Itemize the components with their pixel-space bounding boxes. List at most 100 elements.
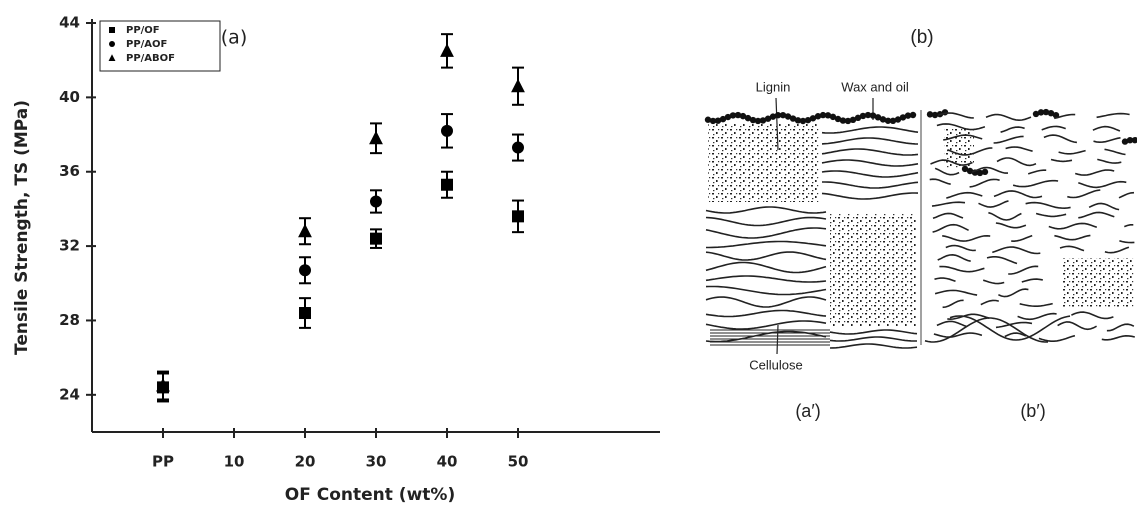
fiber xyxy=(938,255,971,261)
annotation: Lignin xyxy=(756,79,791,94)
x-tick-label: 40 xyxy=(437,453,458,471)
fiber xyxy=(706,311,826,317)
fiber xyxy=(830,337,917,341)
fiber xyxy=(998,289,1028,297)
fiber xyxy=(822,127,918,133)
fiber xyxy=(950,316,1070,340)
fiber xyxy=(1054,235,1090,239)
marker xyxy=(370,233,382,245)
scatter-chart: 242832364044PP1020304050OF Content (wt%)… xyxy=(12,14,660,506)
wax-blob xyxy=(910,112,916,118)
fiber xyxy=(822,193,918,199)
fiber xyxy=(1044,135,1077,142)
fiber xyxy=(822,138,918,144)
marker xyxy=(441,179,453,191)
fiber xyxy=(994,191,1042,198)
legend-label: PP/OF xyxy=(126,25,160,36)
fiber xyxy=(1067,190,1100,198)
fiber xyxy=(942,236,990,241)
fiber xyxy=(946,193,982,198)
fiber xyxy=(986,115,1031,121)
legend-label: PP/ABOF xyxy=(126,53,175,64)
fiber xyxy=(1011,236,1032,242)
fiber xyxy=(939,267,984,272)
fiber xyxy=(1001,127,1025,132)
y-tick-label: 28 xyxy=(59,311,80,329)
annotation: Wax and oil xyxy=(841,79,909,94)
fiber xyxy=(1039,336,1075,342)
panel-label: (a) xyxy=(221,27,247,49)
fiber xyxy=(1058,322,1097,329)
fiber xyxy=(997,158,1036,165)
fiber xyxy=(1094,138,1121,142)
x-tick-label: 50 xyxy=(508,453,529,471)
y-tick-label: 24 xyxy=(59,385,80,403)
fiber xyxy=(935,278,956,281)
fiber xyxy=(1105,149,1126,154)
fiber xyxy=(1124,225,1133,227)
lignin-patch xyxy=(1062,258,1134,308)
fiber xyxy=(935,290,977,295)
fiber xyxy=(706,263,826,273)
fiber xyxy=(1013,181,1058,187)
fiber xyxy=(994,136,1024,143)
fiber xyxy=(1059,151,1086,154)
marker xyxy=(299,307,311,319)
fiber xyxy=(1097,114,1130,118)
fiber xyxy=(1042,126,1066,129)
fiber xyxy=(983,280,1004,283)
marker xyxy=(512,142,524,154)
fiber xyxy=(706,252,826,260)
marker xyxy=(512,210,524,222)
panel-label: (a′) xyxy=(795,401,820,421)
fiber xyxy=(1026,203,1071,209)
x-tick-label: PP xyxy=(152,453,174,471)
marker xyxy=(370,195,382,207)
fiber xyxy=(996,223,1026,228)
lignin-patch xyxy=(830,214,916,326)
fiber xyxy=(1020,304,1053,307)
panel-label: (b′) xyxy=(1020,401,1045,421)
fiber xyxy=(933,225,969,232)
fiber xyxy=(1060,246,1084,250)
fiber xyxy=(1093,127,1120,131)
legend-label: PP/AOF xyxy=(126,39,167,50)
fiber xyxy=(988,213,1021,220)
fiber xyxy=(706,228,826,238)
fiber xyxy=(830,344,917,348)
fiber xyxy=(822,160,918,166)
fiber-diagram: (b) Lignin Wax and oil Cellulose (a′) (b… xyxy=(705,27,1137,421)
fiber xyxy=(822,149,918,155)
fiber xyxy=(979,201,1009,207)
fiber xyxy=(706,321,826,329)
fiber xyxy=(822,171,918,177)
marker xyxy=(369,131,383,145)
lignin-patch xyxy=(944,128,974,168)
fiber xyxy=(706,207,826,213)
marker xyxy=(441,125,453,137)
fiber xyxy=(937,321,967,326)
x-axis-label: OF Content (wt%) xyxy=(285,485,455,505)
fiber xyxy=(830,330,917,334)
fiber xyxy=(1018,314,1057,320)
x-tick-label: 20 xyxy=(295,453,316,471)
fiber xyxy=(1102,336,1135,340)
y-tick-label: 44 xyxy=(59,14,80,32)
fiber xyxy=(1006,147,1033,151)
y-tick-label: 32 xyxy=(59,237,80,255)
fiber xyxy=(932,202,965,206)
fiber xyxy=(1107,324,1134,331)
marker xyxy=(298,224,312,238)
fiber xyxy=(1119,193,1134,198)
fiber xyxy=(1008,266,1038,274)
fiber xyxy=(925,318,1048,342)
fiber xyxy=(970,179,1000,187)
fiber xyxy=(1097,159,1121,163)
fiber xyxy=(1071,312,1113,318)
fiber xyxy=(1105,247,1129,253)
y-axis-label: Tensile Strength, TS (MPa) xyxy=(12,100,32,355)
wax-blob xyxy=(982,169,988,175)
marker xyxy=(440,43,454,57)
wax-blob xyxy=(1132,137,1137,143)
fiber xyxy=(930,179,951,184)
